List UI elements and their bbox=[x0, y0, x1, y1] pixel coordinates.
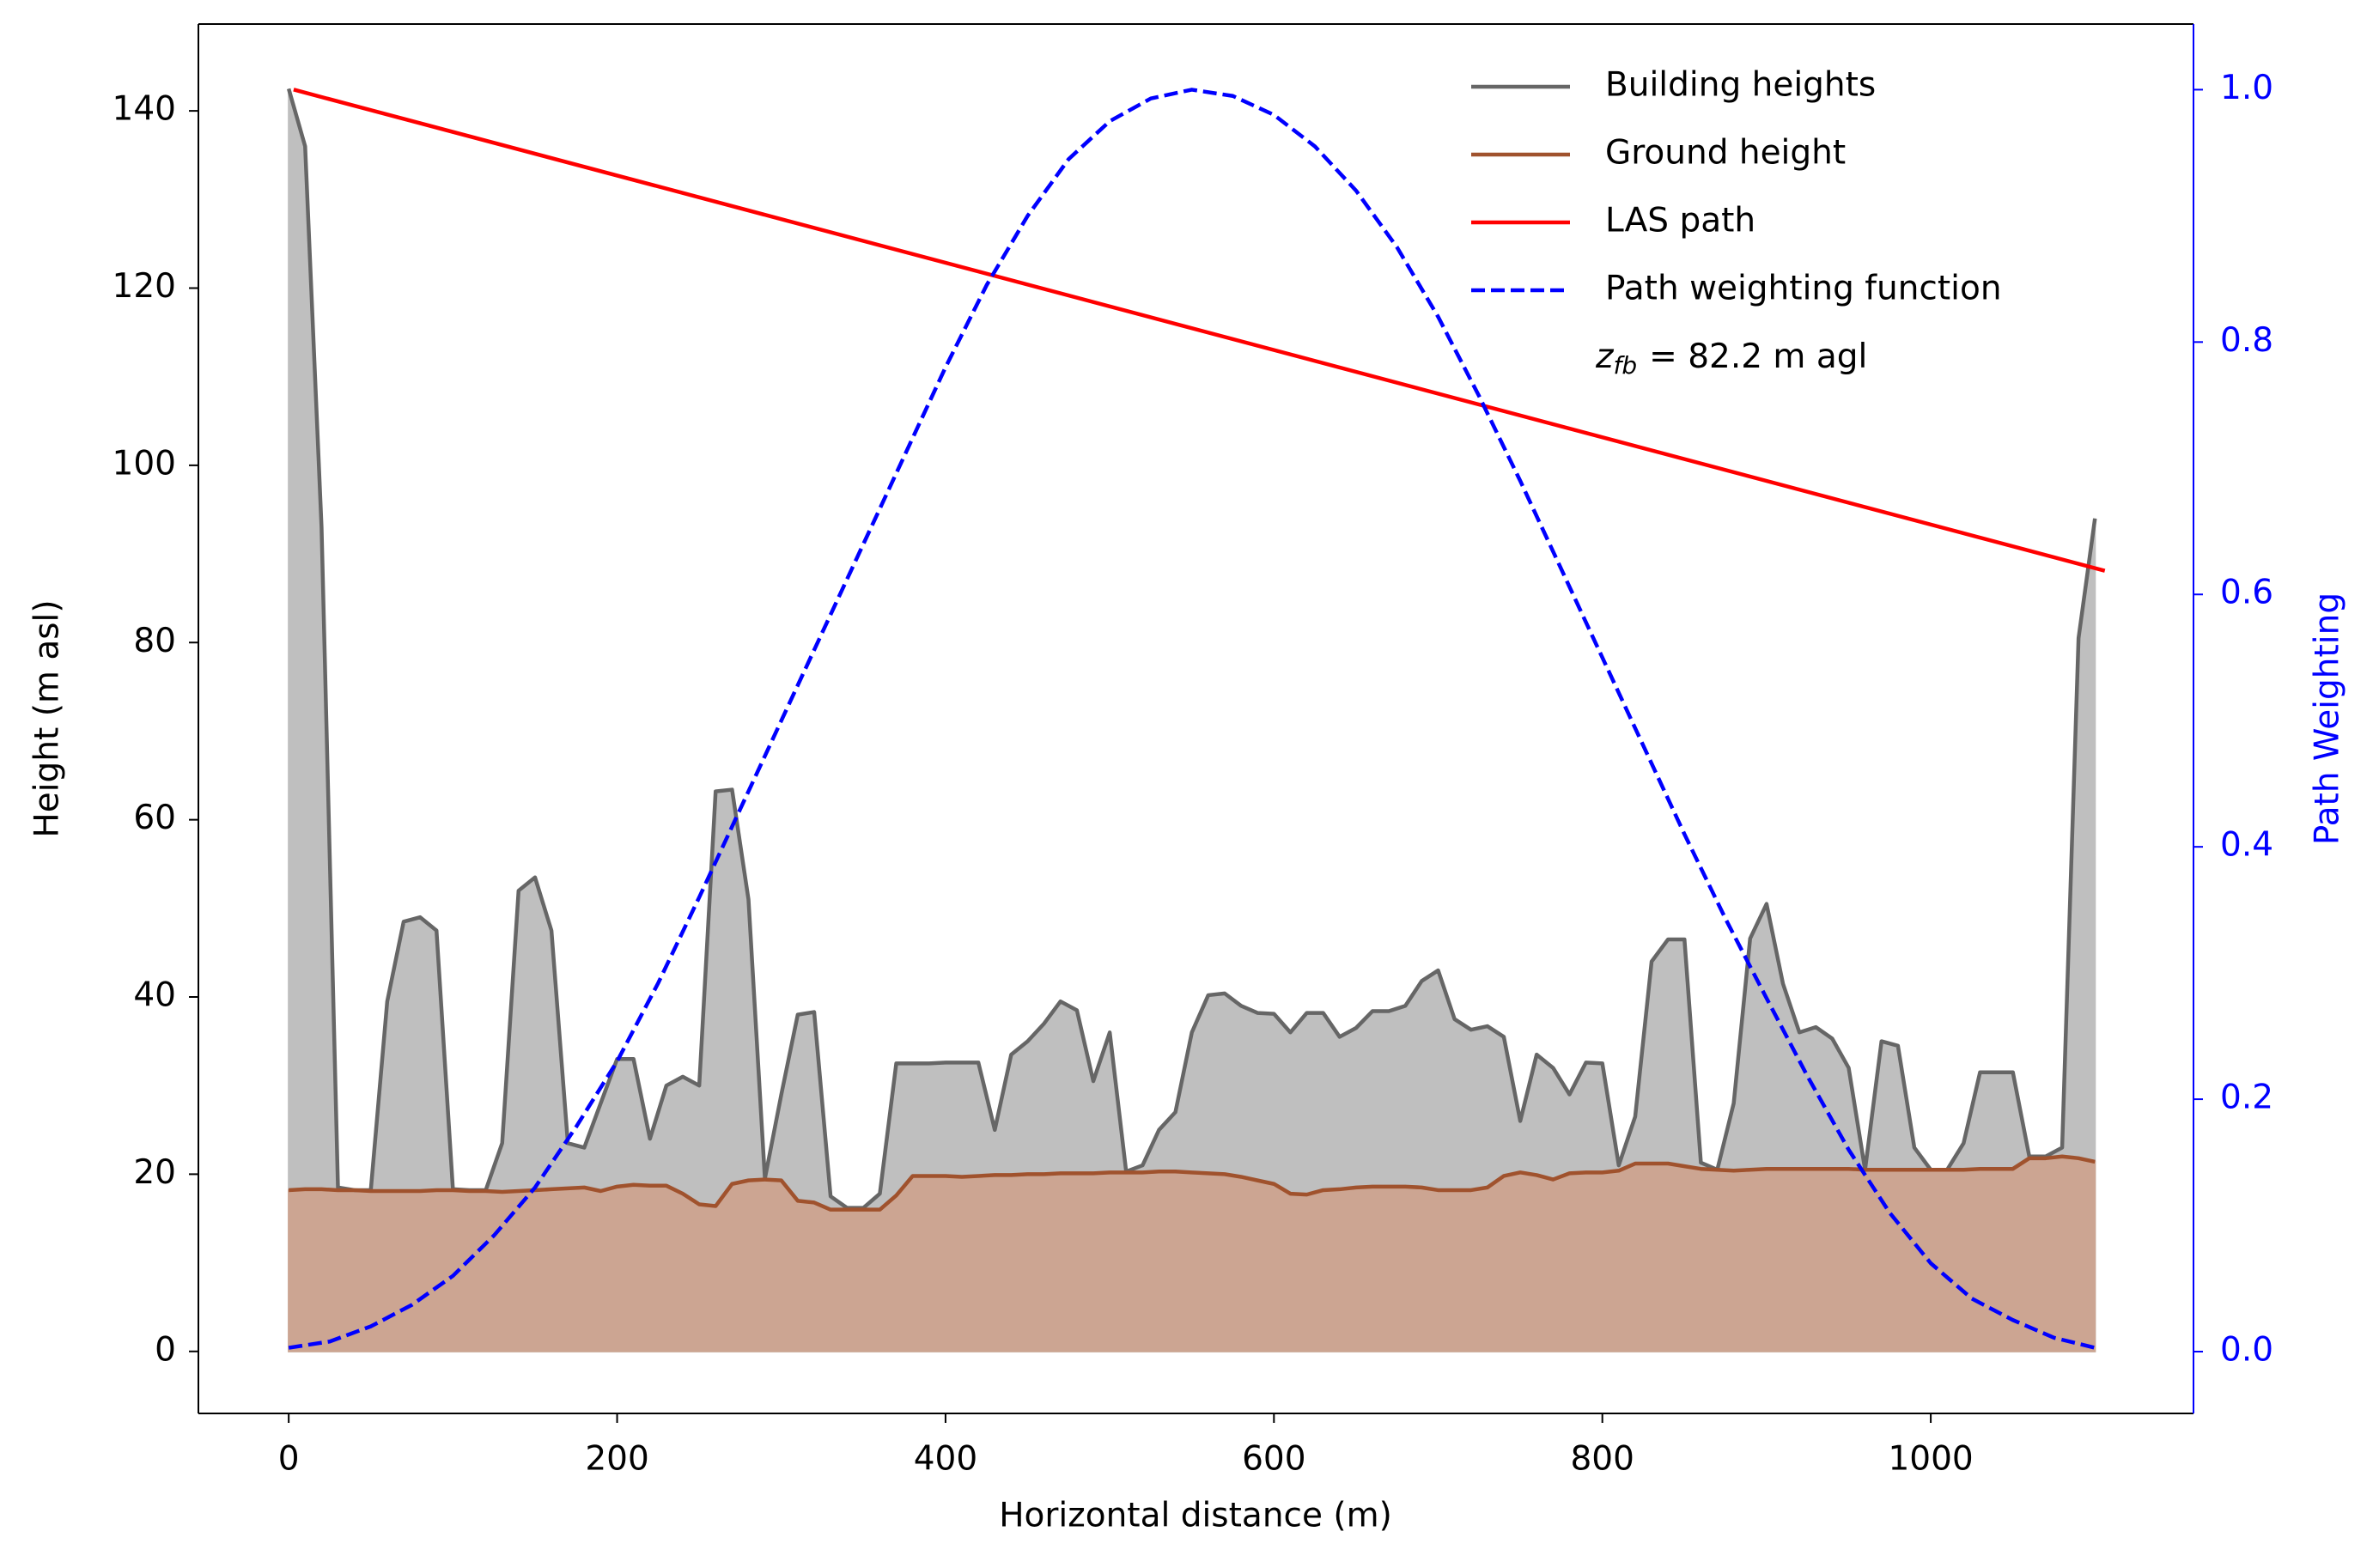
line bbox=[289, 1154, 2096, 1212]
x-tick-label: 1000 bbox=[1888, 1440, 1973, 1479]
y2-tick-label: 1.0 bbox=[2220, 69, 2273, 107]
annotation-symbol: z bbox=[1595, 337, 1615, 376]
y2-axis-label: Path Weighting bbox=[2309, 593, 2347, 845]
line bbox=[288, 88, 2096, 1350]
legend-label: Building heights bbox=[1605, 66, 1876, 105]
x-tick-label: 200 bbox=[585, 1440, 648, 1479]
y-tick-label: 120 bbox=[113, 267, 176, 306]
y-tick-label: 140 bbox=[113, 90, 176, 129]
y2-tick-label: 0.6 bbox=[2220, 574, 2273, 612]
y-tick-label: 60 bbox=[133, 799, 176, 837]
y-tick-label: 20 bbox=[133, 1153, 176, 1192]
legend-label: Ground height bbox=[1605, 134, 1846, 173]
x-tick-label: 600 bbox=[1242, 1440, 1305, 1479]
x-tick-label: 0 bbox=[278, 1440, 300, 1479]
y-tick-label: 80 bbox=[133, 622, 176, 660]
annotation-subscript: fb bbox=[1613, 351, 1637, 380]
x-axis-label: Horizontal distance (m) bbox=[999, 1497, 1392, 1535]
line bbox=[293, 88, 2106, 573]
legend-label: LAS path bbox=[1605, 202, 1755, 240]
line bbox=[286, 88, 2097, 1210]
y-axis-label: Height (m asl) bbox=[28, 599, 67, 837]
y-tick-label: 40 bbox=[133, 976, 176, 1015]
x-tick-label: 800 bbox=[1570, 1440, 1634, 1479]
y2-tick-label: 0.0 bbox=[2220, 1330, 2273, 1369]
legend-label: Path weighting function bbox=[1605, 270, 2002, 308]
y2-tick-label: 0.2 bbox=[2220, 1079, 2273, 1117]
x-tick-label: 400 bbox=[914, 1440, 977, 1479]
y2-tick-label: 0.4 bbox=[2220, 826, 2273, 865]
y2-tick-label: 0.8 bbox=[2220, 321, 2273, 360]
y-tick-label: 0 bbox=[155, 1330, 176, 1369]
annotation: zfb = 82.2 m agl bbox=[1595, 337, 1867, 380]
y-tick-label: 100 bbox=[113, 444, 176, 483]
annotation-text: = 82.2 m agl bbox=[1649, 337, 1867, 376]
